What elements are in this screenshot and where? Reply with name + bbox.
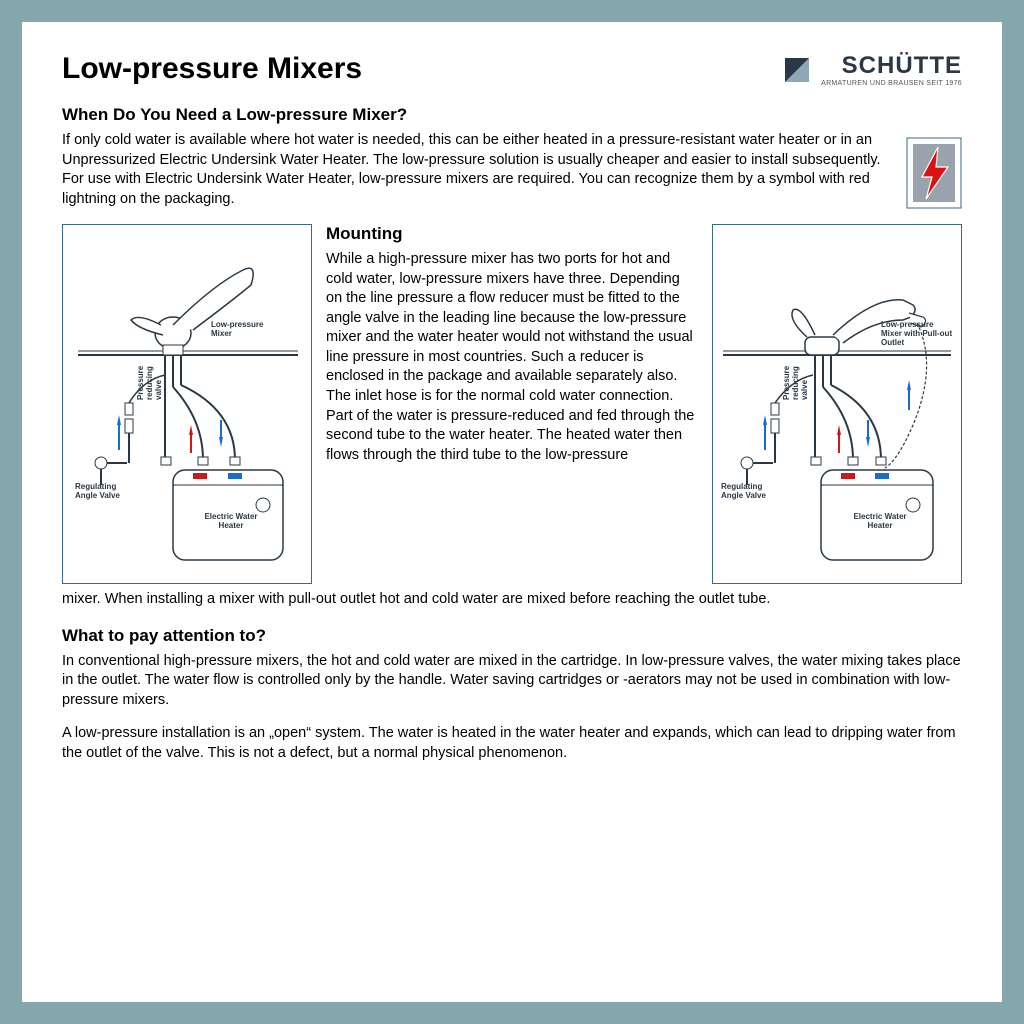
lightning-icon bbox=[906, 137, 962, 214]
label-heater-left: Electric Water Heater bbox=[201, 513, 261, 531]
mounting-text: While a high-pressure mixer has two port… bbox=[326, 250, 698, 465]
attention-p2: A low-pressure installation is an „open“… bbox=[62, 724, 962, 763]
label-mixer-left: Low-pressure Mixer bbox=[211, 321, 281, 339]
label-mixer-right: Low-pressure Mixer with Pull-out Outlet bbox=[881, 321, 953, 347]
diagram-left: Low-pressure Mixer Pressure reducing val… bbox=[62, 224, 312, 584]
page-content: Low-pressure Mixers SCHÜTTE ARMATUREN UN… bbox=[22, 22, 1002, 1002]
mounting-row: Low-pressure Mixer Pressure reducing val… bbox=[62, 224, 962, 584]
label-regvalve-left: Regulating Angle Valve bbox=[75, 483, 130, 501]
mounting-heading: Mounting bbox=[326, 224, 698, 244]
mounting-column: Mounting While a high-pressure mixer has… bbox=[326, 224, 698, 584]
brand-tagline: ARMATUREN UND BRAUSEN SEIT 1976 bbox=[821, 80, 962, 87]
label-regvalve-right: Regulating Angle Valve bbox=[721, 483, 776, 501]
label-prv-left: Pressure reducing valve bbox=[137, 382, 163, 400]
intro-heading: When Do You Need a Low-pressure Mixer? bbox=[62, 105, 962, 125]
intro-row: If only cold water is available where ho… bbox=[62, 131, 962, 214]
attention-p1: In conventional high-pressure mixers, th… bbox=[62, 652, 962, 711]
brand-logo-icon bbox=[783, 56, 811, 84]
intro-text: If only cold water is available where ho… bbox=[62, 131, 896, 209]
diagram-right: Low-pressure Mixer with Pull-out Outlet … bbox=[712, 224, 962, 584]
label-heater-right: Electric Water Heater bbox=[849, 513, 911, 531]
page-title: Low-pressure Mixers bbox=[62, 52, 362, 86]
brand-text: SCHÜTTE ARMATUREN UND BRAUSEN SEIT 1976 bbox=[821, 52, 962, 87]
label-prv-right: Pressure reducing valve bbox=[783, 382, 809, 400]
brand-name: SCHÜTTE bbox=[842, 52, 962, 80]
brand-block: SCHÜTTE ARMATUREN UND BRAUSEN SEIT 1976 bbox=[783, 52, 962, 87]
page-border: Low-pressure Mixers SCHÜTTE ARMATUREN UN… bbox=[0, 0, 1024, 1024]
attention-heading: What to pay attention to? bbox=[62, 626, 962, 646]
header-row: Low-pressure Mixers SCHÜTTE ARMATUREN UN… bbox=[62, 52, 962, 87]
mounting-continuation: mixer. When installing a mixer with pull… bbox=[62, 590, 962, 610]
